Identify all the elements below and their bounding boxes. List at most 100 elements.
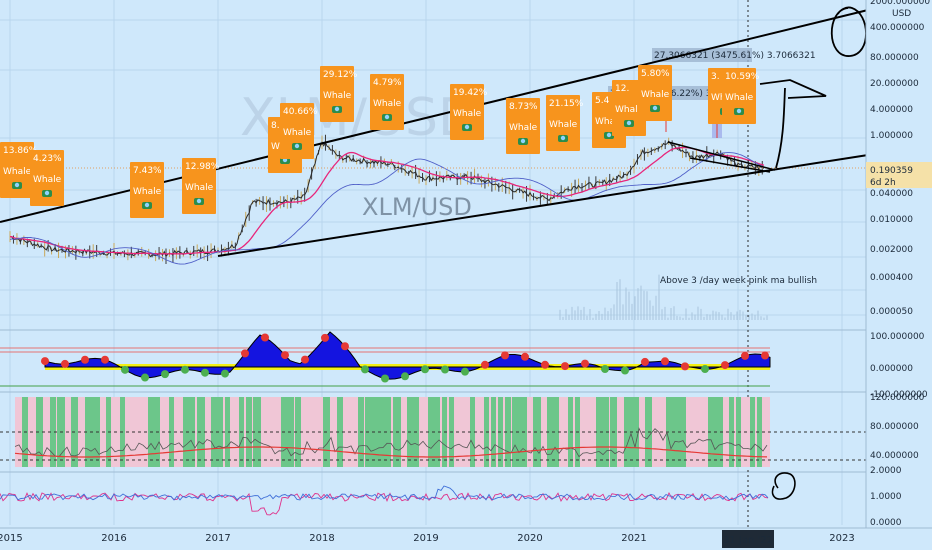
- osc1-dot: [641, 357, 649, 366]
- whale-icon: [604, 132, 614, 139]
- whale-label: Whale: [509, 123, 538, 133]
- whale-percent: 10.59%: [725, 72, 760, 82]
- last-price-value: 0.190359: [870, 166, 913, 176]
- price-axis[interactable]: 2000.000000 400.000000 80.000000 20.000000 4…: [865, 0, 932, 550]
- osc2-green-bar: [85, 397, 92, 467]
- whale-icon: [650, 105, 660, 112]
- price-tick-label: 20.000000: [870, 79, 919, 89]
- osc1-dot: [601, 365, 609, 374]
- whale-percent: 5.4: [595, 96, 610, 106]
- osc2-green-bar: [372, 397, 380, 467]
- whale-marker: 13.86% Whale: [0, 142, 38, 198]
- whale-label: Whale: [3, 167, 32, 177]
- whale-box: [182, 158, 216, 214]
- whale-percent: 8.: [271, 121, 280, 131]
- whale-marker: 4.79% Whale: [370, 74, 404, 130]
- oscillator-pane-1: [0, 331, 771, 387]
- hand-drawn-circle-bottom: [771, 472, 796, 500]
- year-label: 2017: [205, 533, 230, 544]
- whale-label: Whale: [323, 91, 352, 101]
- osc1-dot: [241, 349, 249, 358]
- whale-icon: [624, 120, 634, 127]
- whale-icon-eye: [606, 132, 612, 138]
- osc2-green-bar: [225, 397, 230, 467]
- osc2-green-bar: [673, 397, 681, 467]
- osc2-green-bar: [680, 397, 686, 467]
- whale-box: [506, 98, 540, 154]
- osc1-dot: [421, 365, 429, 374]
- osc3-tick-label: 0.0000: [870, 518, 902, 528]
- price-axis-bg: [866, 0, 932, 550]
- osc1-tick-label: 0.000000: [870, 364, 913, 374]
- oscillator-pane-2: [0, 397, 866, 467]
- whale-icon-eye: [652, 105, 658, 111]
- whale-icon-eye: [334, 106, 340, 112]
- osc1-tick-label: -100.000000: [870, 390, 928, 400]
- osc2-green-bar: [36, 397, 43, 467]
- whale-marker: 7.43% Whale: [130, 162, 164, 218]
- whale-percent: 12.: [615, 84, 629, 94]
- osc1-dot: [81, 355, 89, 364]
- price-tick-label: 2000.000000: [870, 0, 930, 7]
- whale-label: Whale: [33, 175, 62, 185]
- price-tick-label: 400.000000: [870, 23, 925, 33]
- whale-icon-eye: [464, 124, 470, 130]
- osc1-dot: [301, 355, 309, 364]
- osc1-dot: [101, 355, 109, 364]
- osc2-green-bar: [211, 397, 219, 467]
- cursor-date-tag: [722, 530, 774, 548]
- price-tick-label: 4.000000: [870, 105, 913, 115]
- whale-box: [30, 150, 64, 206]
- osc1-dot: [621, 366, 629, 375]
- whale-icon-eye: [520, 138, 526, 144]
- osc1-dot: [141, 373, 149, 382]
- osc1-dot: [661, 357, 669, 366]
- whale-marker: 12.98% Whale: [182, 158, 220, 214]
- osc2-green-bar: [624, 397, 631, 467]
- osc1-dot: [581, 359, 589, 368]
- whale-label: Whale: [453, 109, 482, 119]
- watermark-symbol-small: XLM/USD: [362, 193, 472, 221]
- whale-label: Whale: [185, 183, 214, 193]
- osc2-green-bar: [554, 397, 559, 467]
- osc2-green-bar: [631, 397, 639, 467]
- whale-icon: [12, 182, 22, 189]
- whale-label: Whale: [549, 120, 578, 130]
- osc2-line: [14, 427, 768, 458]
- countdown-value: 6d 2h: [870, 178, 896, 188]
- whale-marker: 5.80% Whale: [638, 65, 672, 121]
- osc2-green-bar: [253, 397, 261, 467]
- osc3-pink-line: [0, 491, 769, 516]
- whale-icon-eye: [44, 190, 50, 196]
- osc1-dot: [361, 365, 369, 374]
- whale-icon: [734, 108, 744, 115]
- whale-label: Whale: [615, 105, 644, 115]
- osc2-green-bar: [505, 397, 511, 467]
- osc1-dot: [261, 333, 269, 342]
- whale-percent: 3.: [711, 72, 720, 82]
- time-axis[interactable]: 2015 2016 2017 2018 2019 2020 2021 2023 31 Jan '…: [0, 527, 932, 550]
- pink-ma-line: [9, 146, 765, 255]
- osc1-dot: [721, 361, 729, 370]
- price-tick-label: 1.000000: [870, 131, 913, 141]
- osc3-blue-line: [0, 485, 769, 501]
- whale-percent: 21.15%: [549, 99, 584, 109]
- whale-marker: 10.59% Whale: [722, 68, 760, 124]
- osc1-dot: [481, 360, 489, 369]
- whale-icon-eye: [736, 108, 742, 114]
- cursor-date-label: 31 Jan '22: [723, 535, 773, 546]
- price-tick-label: 0.000400: [870, 273, 913, 283]
- whale-icon-eye: [560, 135, 566, 141]
- whale-marker: 4.23% Whale: [30, 150, 64, 206]
- chart-annotation: Above 3 /day week pink ma bullish: [660, 276, 817, 286]
- price-tick-label: 0.000050: [870, 307, 913, 317]
- osc1-dot: [381, 374, 389, 383]
- whale-marker: 29.12% Whale: [320, 66, 358, 122]
- whale-box: [0, 142, 34, 198]
- whale-box: [722, 68, 756, 124]
- whale-label: Whale: [725, 93, 754, 103]
- blue-ma-line: [9, 152, 765, 265]
